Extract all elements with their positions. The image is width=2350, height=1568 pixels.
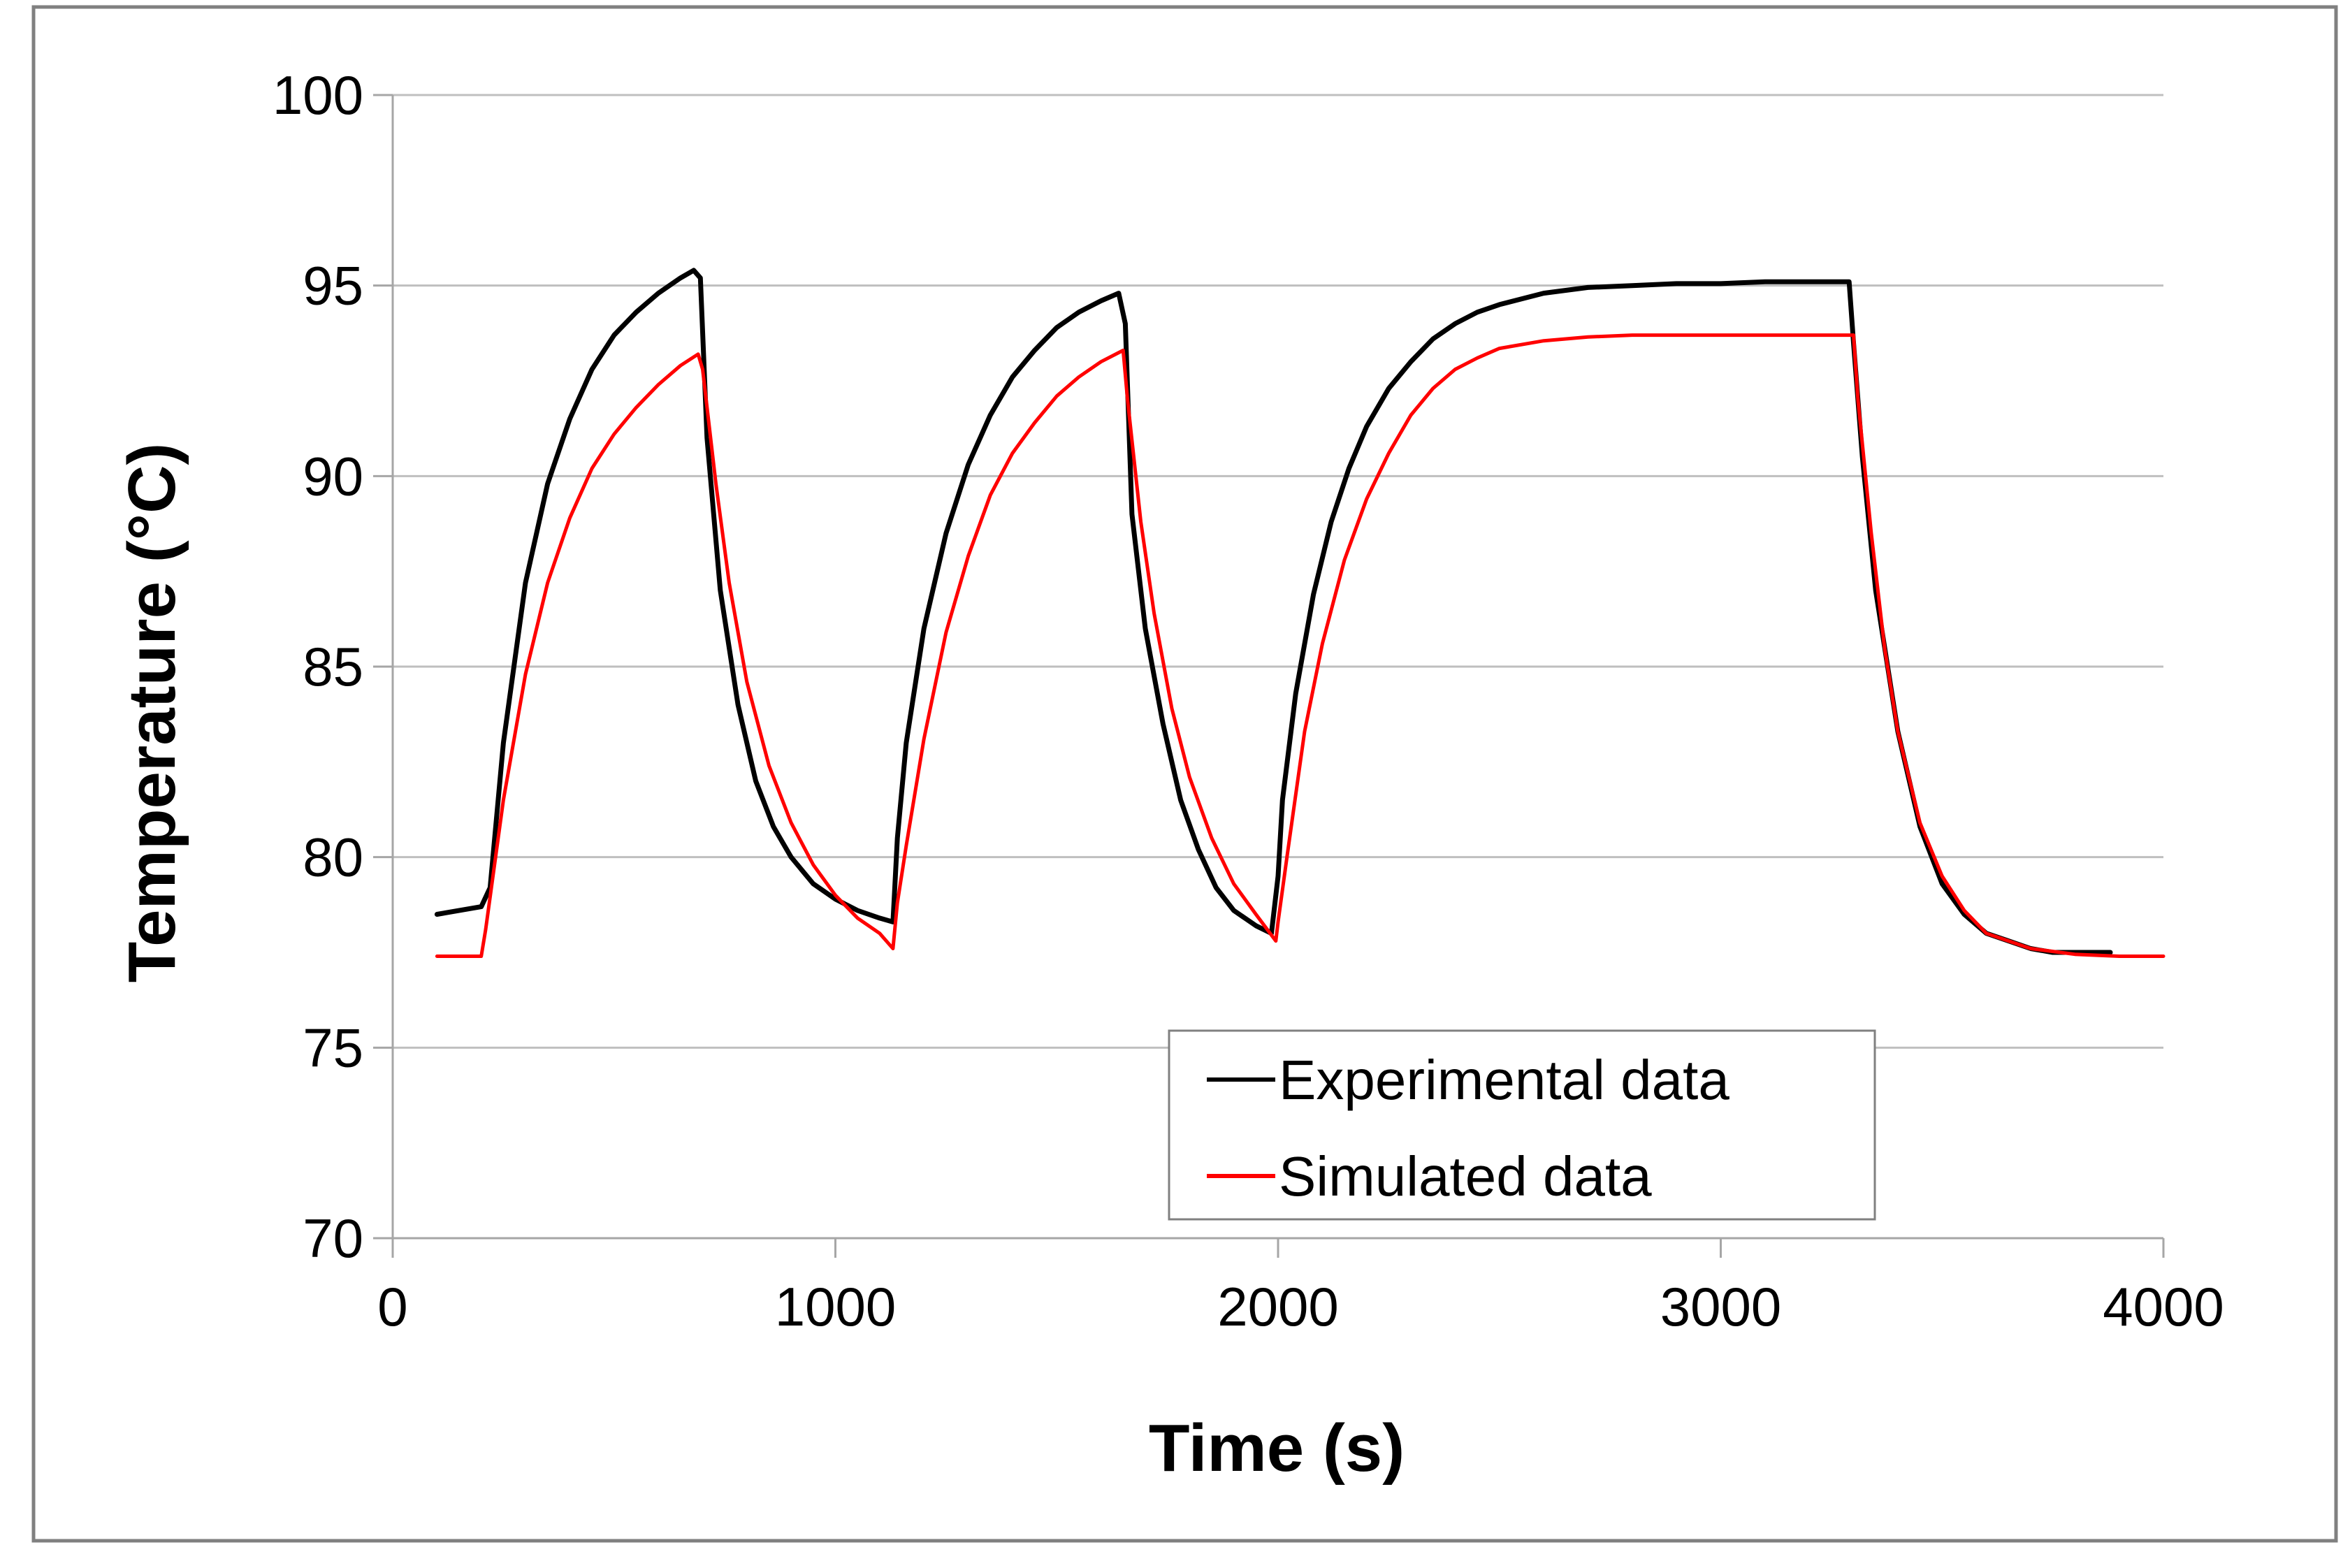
x-tick-label-1000: 1000	[775, 1276, 897, 1337]
legend-box	[1168, 1029, 1876, 1221]
y-tick-label-100: 100	[273, 64, 363, 126]
legend-label-simulated: Simulated data	[1279, 1145, 1652, 1207]
x-axis-title: Time (s)	[1149, 1411, 1405, 1486]
x-tick-label-3000: 3000	[1660, 1276, 1782, 1337]
y-axis-title: Temperature (°C)	[115, 443, 189, 983]
y-tick-label-80: 80	[303, 827, 363, 888]
series-line-simulated	[435, 333, 2166, 958]
data-series	[434, 268, 2166, 958]
y-tick-label-90: 90	[303, 445, 363, 507]
legend: Experimental data Simulated data	[1168, 1029, 1876, 1221]
legend-label-experimental: Experimental data	[1279, 1049, 1729, 1111]
y-tick-label-95: 95	[303, 255, 363, 317]
x-tick-label-4000: 4000	[2103, 1276, 2224, 1337]
y-tick-label-85: 85	[303, 636, 363, 697]
x-tick-label-0: 0	[377, 1276, 407, 1337]
axes	[373, 94, 2165, 1258]
y-tick-label-70: 70	[303, 1207, 363, 1269]
x-tick-label-2000: 2000	[1217, 1276, 1339, 1337]
y-tick-label-75: 75	[303, 1017, 363, 1078]
chart-frame	[31, 5, 2338, 1543]
